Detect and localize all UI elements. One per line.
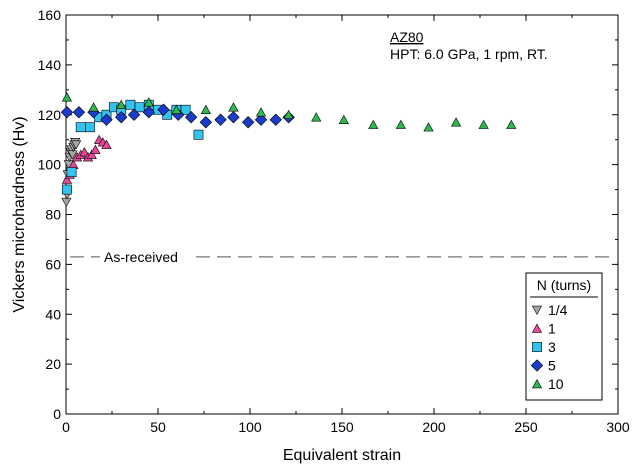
data-point <box>254 113 268 126</box>
legend-marker <box>531 379 543 389</box>
legend-label: 5 <box>548 358 556 374</box>
data-point <box>85 122 95 133</box>
x-tick-label: 50 <box>150 419 166 435</box>
legend-label: 1 <box>548 321 556 337</box>
legend-box <box>525 272 603 401</box>
data-point <box>115 111 128 124</box>
x-tick-label: 300 <box>606 419 630 435</box>
legend: N (turns) 1/4 1 3 5 10 <box>525 272 603 401</box>
data-point <box>66 167 77 178</box>
data-point <box>75 122 86 133</box>
legend-marker <box>532 342 542 352</box>
y-tick-label: 120 <box>38 107 62 123</box>
data-point <box>368 119 379 129</box>
legend-label: 10 <box>548 376 564 392</box>
data-point <box>90 144 101 154</box>
data-point <box>200 104 211 114</box>
data-point <box>142 106 155 119</box>
data-point <box>228 102 239 112</box>
y-tick-label: 100 <box>38 157 62 173</box>
process-conditions: HPT: 6.0 GPa, 1 rpm, RT. <box>390 46 548 62</box>
data-point <box>180 104 191 115</box>
legend-item: 1/4 <box>531 302 568 318</box>
data-point <box>60 106 74 119</box>
data-point <box>214 113 227 126</box>
data-point <box>283 109 294 119</box>
x-tick-label: 200 <box>422 419 446 435</box>
legend-marker <box>531 305 543 315</box>
data-point <box>62 184 72 195</box>
y-tick-label: 60 <box>45 256 61 272</box>
y-tick-label: 20 <box>45 356 61 372</box>
legend-item: 10 <box>531 376 564 392</box>
data-point <box>143 97 154 107</box>
data-point <box>478 119 489 129</box>
y-tick-label: 40 <box>45 306 61 322</box>
data-point <box>269 113 282 126</box>
x-tick-label: 100 <box>238 419 262 435</box>
legend-label: 1/4 <box>548 302 568 318</box>
data-point <box>255 107 267 117</box>
data-point <box>157 103 170 116</box>
series-10-turns <box>61 92 517 132</box>
legend-title: N (turns) <box>537 277 591 293</box>
data-point <box>61 92 73 102</box>
data-point <box>227 111 240 124</box>
x-axis-ticks: 0 50 100 150 200 250 300 <box>62 15 630 435</box>
data-points <box>60 92 517 208</box>
data-point <box>171 104 182 114</box>
data-point <box>338 114 349 124</box>
y-tick-label: 0 <box>53 406 61 422</box>
x-axis-label: Equivalent strain <box>283 447 401 464</box>
y-tick-label: 80 <box>45 207 61 223</box>
legend-label: 3 <box>548 339 556 355</box>
legend-item: 1 <box>531 321 556 337</box>
data-point <box>79 147 90 157</box>
as-received-label: As-received <box>104 249 178 265</box>
as-received-label-bg <box>100 248 196 265</box>
series-5-turns <box>60 103 295 129</box>
legend-item: 5 <box>530 358 556 374</box>
x-tick-label: 150 <box>330 419 354 435</box>
data-point <box>61 174 73 184</box>
data-point <box>450 117 462 127</box>
data-point <box>86 149 97 159</box>
data-point <box>395 119 406 129</box>
data-point <box>134 102 145 113</box>
data-point <box>506 119 517 129</box>
data-point <box>100 113 113 126</box>
data-point <box>71 140 82 150</box>
legend-item: 3 <box>532 339 556 355</box>
y-axis-label: Vickers microhardness (Hv) <box>11 116 28 312</box>
legend-marker <box>531 323 543 333</box>
data-point <box>184 111 198 124</box>
y-tick-label: 160 <box>38 7 62 23</box>
data-point <box>101 139 112 149</box>
x-tick-label: 250 <box>514 419 538 435</box>
data-point <box>311 112 322 122</box>
data-point <box>127 108 141 121</box>
data-point <box>125 99 136 110</box>
series-1-turns <box>61 134 112 184</box>
data-point <box>67 150 78 160</box>
material-title: AZ80 <box>390 29 424 45</box>
y-axis-ticks: 0 20 40 60 80 100 120 140 160 <box>38 7 618 422</box>
data-point <box>116 99 127 109</box>
y-tick-label: 140 <box>38 57 62 73</box>
x-tick-label: 0 <box>62 419 70 435</box>
data-point <box>241 116 255 129</box>
data-point <box>61 197 72 208</box>
data-point <box>199 116 213 129</box>
data-point <box>423 122 434 132</box>
legend-marker <box>530 359 544 372</box>
data-point <box>193 129 204 140</box>
data-point <box>72 106 86 119</box>
data-point <box>88 102 99 112</box>
legend-items: 1/4 1 3 5 10 <box>530 302 568 392</box>
